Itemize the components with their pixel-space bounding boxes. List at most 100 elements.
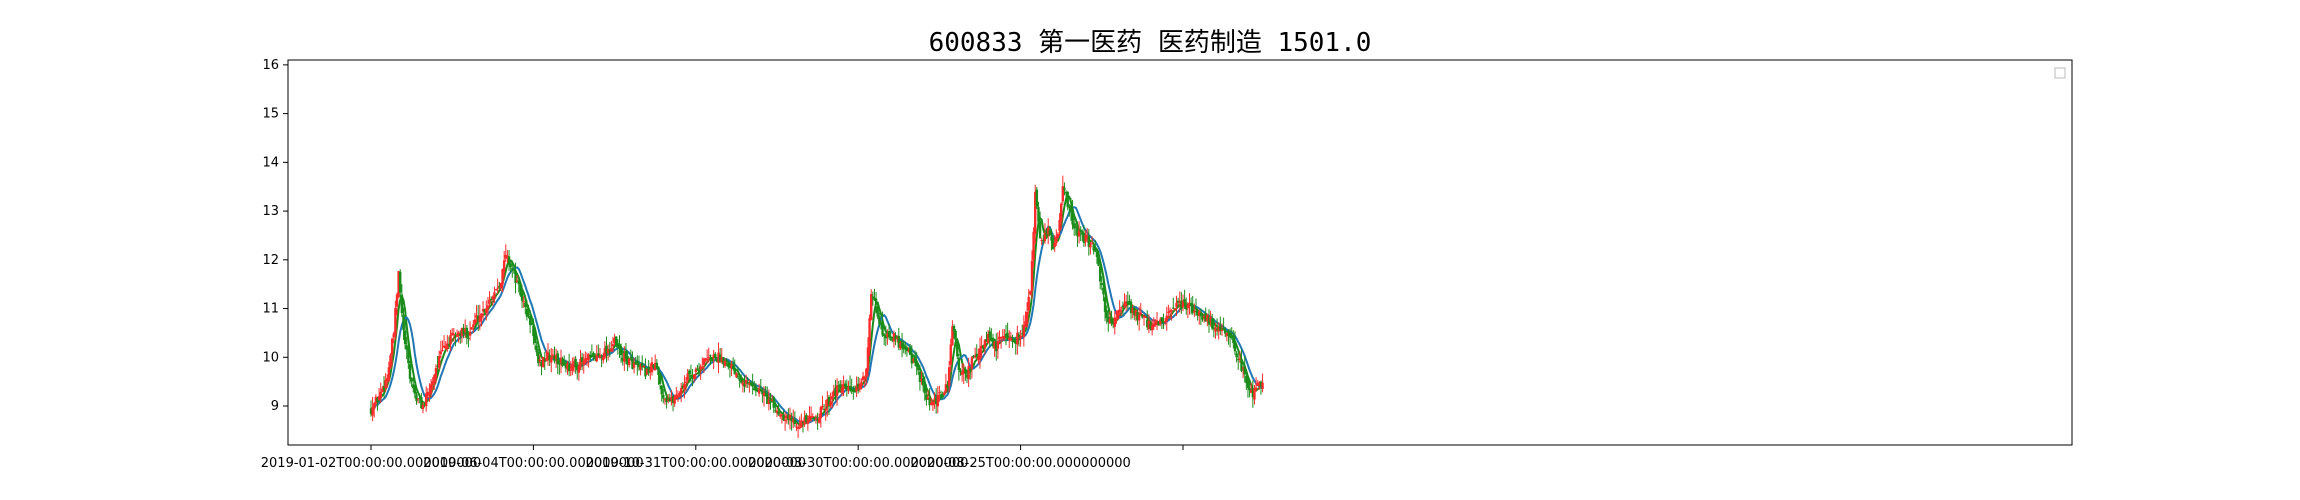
candle xyxy=(835,378,839,406)
candle-body xyxy=(1116,310,1120,319)
candle-body xyxy=(1178,300,1181,303)
candle xyxy=(439,340,443,358)
candle xyxy=(1021,324,1024,335)
candle xyxy=(1167,304,1170,319)
candle xyxy=(727,362,730,370)
candle xyxy=(982,344,985,352)
candle-body xyxy=(1149,323,1152,329)
candle-body xyxy=(502,260,506,272)
candle xyxy=(605,336,608,363)
candle xyxy=(486,296,490,316)
candle xyxy=(921,372,925,392)
candle-body xyxy=(1146,319,1149,328)
candle-body xyxy=(567,364,571,372)
candle-body xyxy=(451,333,454,335)
candle-body xyxy=(1095,251,1099,257)
candle-body xyxy=(688,370,691,375)
candle xyxy=(831,391,834,409)
candle-body xyxy=(834,388,837,396)
candle-body xyxy=(572,361,576,364)
candle xyxy=(733,359,736,375)
candle-body xyxy=(1199,313,1203,317)
candle xyxy=(1227,329,1230,345)
candle-body xyxy=(373,403,376,409)
candle-body xyxy=(580,357,584,363)
candle xyxy=(844,380,847,390)
candle xyxy=(584,351,587,365)
candle-body xyxy=(818,417,821,423)
candle-body xyxy=(1069,205,1073,212)
candle-body xyxy=(449,334,452,345)
candle-body xyxy=(1051,239,1055,249)
candle-body xyxy=(746,382,749,384)
candle-body xyxy=(1042,240,1045,242)
candle-body xyxy=(878,316,881,324)
candle-body xyxy=(525,308,529,317)
candle xyxy=(1034,184,1037,244)
candle-body xyxy=(844,383,847,387)
candle xyxy=(866,337,870,377)
candle xyxy=(986,330,990,345)
candle-body xyxy=(1181,300,1185,308)
candle xyxy=(915,351,918,376)
candle xyxy=(902,340,905,354)
candle xyxy=(913,350,917,367)
candle-body xyxy=(753,387,756,391)
candle-body xyxy=(628,358,631,366)
candle-body xyxy=(545,358,548,361)
candle xyxy=(454,332,457,347)
candle xyxy=(946,380,949,389)
candle-body xyxy=(1064,192,1068,194)
candle-body xyxy=(413,385,417,394)
candle xyxy=(824,399,827,421)
candle-body xyxy=(654,362,657,371)
candle xyxy=(621,350,624,366)
candle xyxy=(1118,300,1121,316)
candle xyxy=(1076,221,1079,247)
candle-body xyxy=(408,364,412,379)
candle xyxy=(644,358,647,380)
x-axis: 2019-01-02T00:00:00.0000000002019-06-04T… xyxy=(261,445,1184,471)
candle xyxy=(1246,376,1250,398)
candle xyxy=(481,301,485,321)
candle-body xyxy=(412,384,415,389)
candle-body xyxy=(1060,203,1063,222)
candle xyxy=(863,375,866,388)
candle xyxy=(1030,250,1034,300)
candle-body xyxy=(585,358,589,360)
candle xyxy=(1261,373,1264,393)
candle xyxy=(990,328,993,342)
x-tick-label: 2019-10-31T00:00:00.000000000 xyxy=(586,456,806,471)
candle xyxy=(1173,308,1177,311)
candle xyxy=(941,391,944,399)
candle-body xyxy=(1126,301,1129,304)
candle xyxy=(1152,317,1155,330)
candle-body xyxy=(1163,321,1167,323)
candle xyxy=(1251,380,1255,408)
plot-area xyxy=(287,59,2073,446)
candle-body xyxy=(1214,327,1217,332)
candle-body xyxy=(576,364,579,371)
candle xyxy=(907,347,910,353)
candle-body xyxy=(770,399,774,401)
candle xyxy=(663,398,667,405)
candle xyxy=(632,357,636,374)
candle xyxy=(761,387,764,403)
candle xyxy=(1147,314,1151,334)
candle-body xyxy=(1224,330,1227,334)
candle xyxy=(1194,298,1198,316)
candle xyxy=(904,341,907,355)
candle-body xyxy=(1053,242,1056,247)
candle-body xyxy=(384,379,387,389)
candle-body xyxy=(741,382,745,386)
candle-body xyxy=(891,339,894,341)
candle xyxy=(402,307,405,340)
candle xyxy=(1090,236,1094,245)
candle-body xyxy=(433,375,436,383)
candle-body xyxy=(473,319,477,324)
candle-body xyxy=(977,356,980,361)
candle xyxy=(1228,328,1232,348)
candle xyxy=(1098,263,1102,290)
candle-body xyxy=(681,385,685,389)
candle-body xyxy=(1209,316,1212,323)
